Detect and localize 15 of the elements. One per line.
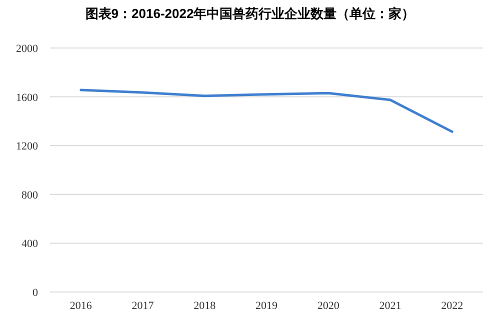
y-tick-label: 1600 (16, 92, 38, 104)
line-series (80, 88, 454, 133)
x-tick-label: 2017 (132, 300, 154, 312)
y-tick-label: 1200 (16, 140, 38, 153)
x-tick-label: 2020 (317, 300, 340, 312)
y-tick-label: 800 (22, 189, 38, 202)
y-tick-label: 2000 (16, 43, 38, 55)
x-tick-label: 2016 (70, 300, 92, 312)
y-tick-label: 400 (22, 238, 38, 250)
x-tick-label: 2019 (256, 300, 278, 312)
x-tick-label: 2018 (194, 300, 216, 312)
x-tick-label: 2022 (441, 300, 464, 312)
y-tick-label: 0 (32, 287, 38, 299)
x-tick-label: 2021 (379, 300, 402, 312)
chart-title: 图表9：2016-2022年中国兽药行业企业数量（单位：家） (85, 6, 415, 21)
